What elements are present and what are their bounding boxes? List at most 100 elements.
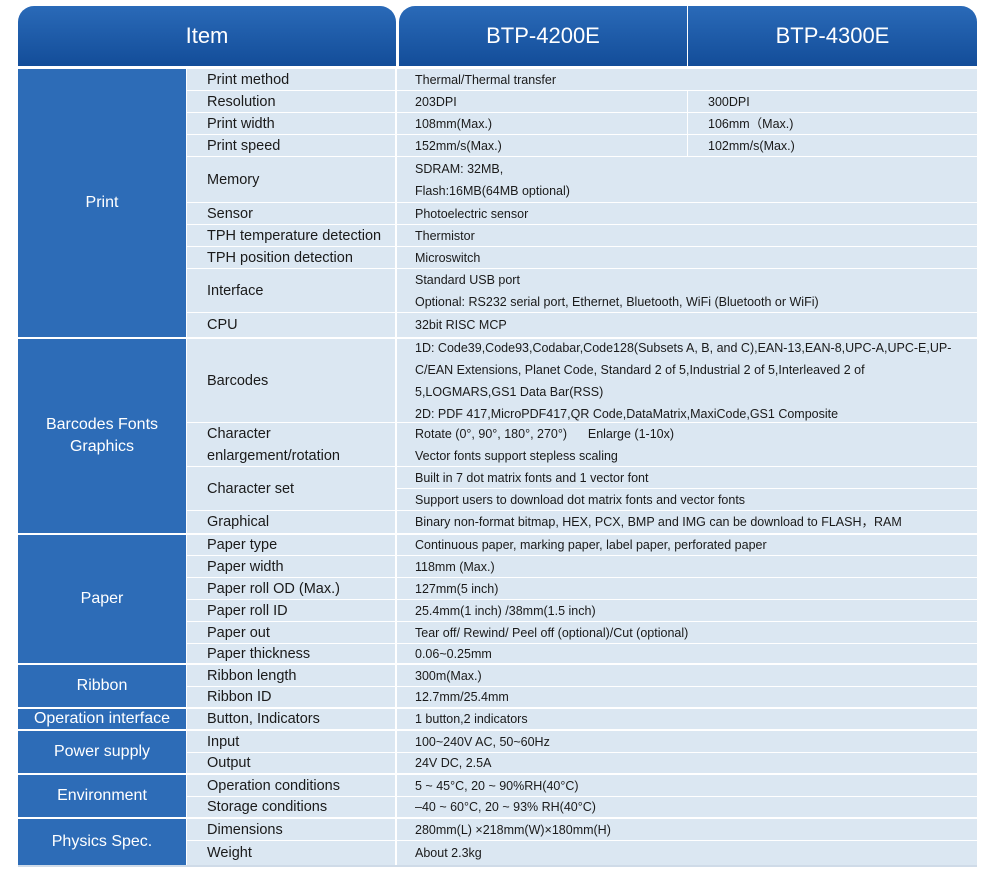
row-label-weight: Weight (187, 841, 395, 865)
category-ribbon: Ribbon (18, 665, 186, 707)
row-label-graphical: Graphical (187, 511, 395, 533)
row-value-character-set-line-1: Built in 7 dot matrix fonts and 1 vector… (397, 467, 977, 488)
row-value-paper-out: Tear off/ Rewind/ Peel off (optional)/Cu… (397, 622, 977, 643)
row-value-input: 100~240V AC, 50~60Hz (397, 731, 977, 752)
row-value-memory: SDRAM: 32MB, Flash:16MB(64MB optional) (397, 157, 977, 202)
category-paper: Paper (18, 535, 186, 663)
row-value-operation-conditions: 5 ~ 45°C, 20 ~ 90%RH(40°C) (397, 775, 977, 796)
value-text: Built in 7 dot matrix fonts and 1 vector… (415, 470, 649, 485)
value-line: SDRAM: 32MB, (415, 161, 504, 176)
row-label-interface: Interface (187, 269, 395, 312)
value-text: –40 ~ 60°C, 20 ~ 93% RH(40°C) (415, 800, 596, 814)
row-label-operation-conditions: Operation conditions (187, 775, 395, 796)
row-value-button-indicators: 1 button,2 indicators (397, 709, 977, 729)
row-label-print-method: Print method (187, 69, 395, 90)
value-text: Microswitch (415, 250, 481, 265)
row-value-paper-width: 118mm (Max.) (397, 556, 977, 577)
row-value-tph-temperature: Thermistor (397, 225, 977, 246)
value-text: 108mm(Max.) (415, 116, 493, 131)
row-value-storage-conditions: –40 ~ 60°C, 20 ~ 93% RH(40°C) (397, 797, 977, 817)
row-label-print-width: Print width (187, 113, 395, 134)
row-value-ribbon-length: 300m(Max.) (397, 665, 977, 686)
row-label-print-speed: Print speed (187, 135, 395, 156)
category-label: Barcodes Fonts Graphics (45, 416, 159, 455)
row-label-tph-temperature: TPH temperature detection (187, 225, 395, 246)
value-text: 5 ~ 45°C, 20 ~ 90%RH(40°C) (415, 778, 579, 793)
header-model-1-label: BTP-4200E (486, 23, 600, 48)
row-value-graphical: Binary non-format bitmap, HEX, PCX, BMP … (397, 511, 977, 533)
row-value-print-method: Thermal/Thermal transfer (397, 69, 977, 90)
category-label: Physics Spec. (51, 833, 153, 850)
row-label-input: Input (187, 731, 395, 752)
value-text: 32bit RISC MCP (415, 318, 507, 332)
value-text: 152mm/s(Max.) (415, 138, 502, 153)
row-label-paper-roll-id: Paper roll ID (187, 600, 395, 621)
value-text: Thermistor (415, 228, 475, 243)
row-value-paper-type: Continuous paper, marking paper, label p… (397, 535, 977, 555)
category-label: Print (85, 194, 119, 211)
row-label-character-enlargement: Character enlargement/rotation (187, 423, 395, 466)
label-line: enlargement/rotation (207, 447, 340, 464)
category-label: Ribbon (76, 677, 128, 694)
category-label: Paper (80, 590, 124, 607)
header-item: Item (18, 6, 396, 66)
category-physics-spec: Physics Spec. (18, 819, 186, 865)
value-text: 25.4mm(1 inch) /38mm(1.5 inch) (415, 603, 596, 618)
value-text: 280mm(L) ×218mm(W)×180mm(H) (415, 822, 611, 837)
value-text: 0.06~0.25mm (415, 646, 492, 661)
row-value-resolution-model-1: 203DPI (397, 91, 687, 112)
value-text: 106mm（Max.) (708, 116, 794, 131)
row-value-ribbon-id: 12.7mm/25.4mm (397, 687, 977, 707)
header-model-2: BTP-4300E (688, 6, 977, 66)
value-text: 102mm/s(Max.) (708, 138, 795, 153)
value-text: 12.7mm/25.4mm (415, 690, 509, 704)
row-value-character-enlargement: Rotate (0°, 90°, 180°, 270°) Enlarge (1-… (397, 423, 977, 466)
value-line: Flash:16MB(64MB optional) (415, 183, 570, 198)
category-label: Power supply (53, 743, 151, 760)
value-text: 24V DC, 2.5A (415, 756, 492, 770)
value-text: 100~240V AC, 50~60Hz (415, 734, 550, 749)
row-value-tph-position: Microswitch (397, 247, 977, 268)
row-label-ribbon-id: Ribbon ID (187, 687, 395, 707)
header-model-2-label: BTP-4300E (775, 23, 890, 48)
row-value-paper-thickness: 0.06~0.25mm (397, 644, 977, 663)
label-line: Character (207, 425, 271, 442)
category-power-supply: Power supply (18, 731, 186, 773)
row-label-dimensions: Dimensions (187, 819, 395, 840)
header-model-1: BTP-4200E (399, 6, 687, 66)
value-line: Optional: RS232 serial port, Ethernet, B… (415, 294, 819, 309)
row-value-print-width-model-2: 106mm（Max.) (688, 113, 977, 134)
row-value-paper-roll-od: 127mm(5 inch) (397, 578, 977, 599)
row-label-output: Output (187, 753, 395, 773)
row-label-paper-width: Paper width (187, 556, 395, 577)
value-line: C/EAN Extensions, Planet Code, Standard … (415, 362, 865, 377)
category-label: Operation interface (33, 710, 171, 727)
value-text: Continuous paper, marking paper, label p… (415, 538, 767, 552)
row-label-character-set: Character set (187, 467, 395, 510)
value-text: 300DPI (708, 94, 750, 109)
value-line: Rotate (0°, 90°, 180°, 270°) Enlarge (1-… (415, 426, 675, 441)
row-label-cpu: CPU (187, 313, 395, 337)
row-label-ribbon-length: Ribbon length (187, 665, 395, 686)
category-barcodes-fonts-graphics: Barcodes Fonts Graphics (18, 339, 186, 533)
category-operation-interface: Operation interface (18, 709, 186, 729)
row-label-memory: Memory (187, 157, 395, 202)
category-label: Environment (57, 787, 147, 804)
row-label-sensor: Sensor (187, 203, 395, 224)
row-value-print-speed-model-2: 102mm/s(Max.) (688, 135, 977, 156)
row-value-print-width-model-1: 108mm(Max.) (397, 113, 687, 134)
value-line: 2D: PDF 417,MicroPDF417,QR Code,DataMatr… (415, 406, 839, 421)
value-line: Vector fonts support stepless scaling (415, 448, 618, 463)
row-value-weight: About 2.3kg (397, 841, 977, 865)
value-text: 118mm (Max.) (415, 559, 495, 574)
value-text: 1 button,2 indicators (415, 712, 528, 726)
table-bottom-border (18, 865, 977, 867)
row-value-character-set-line-2: Support users to download dot matrix fon… (397, 489, 977, 510)
row-value-print-speed-model-1: 152mm/s(Max.) (397, 135, 687, 156)
row-label-barcodes: Barcodes (187, 339, 395, 422)
value-text: 300m(Max.) (415, 668, 482, 683)
row-label-paper-type: Paper type (187, 535, 395, 555)
row-label-tph-position: TPH position detection (187, 247, 395, 268)
row-value-dimensions: 280mm(L) ×218mm(W)×180mm(H) (397, 819, 977, 840)
value-text: Photoelectric sensor (415, 206, 529, 221)
